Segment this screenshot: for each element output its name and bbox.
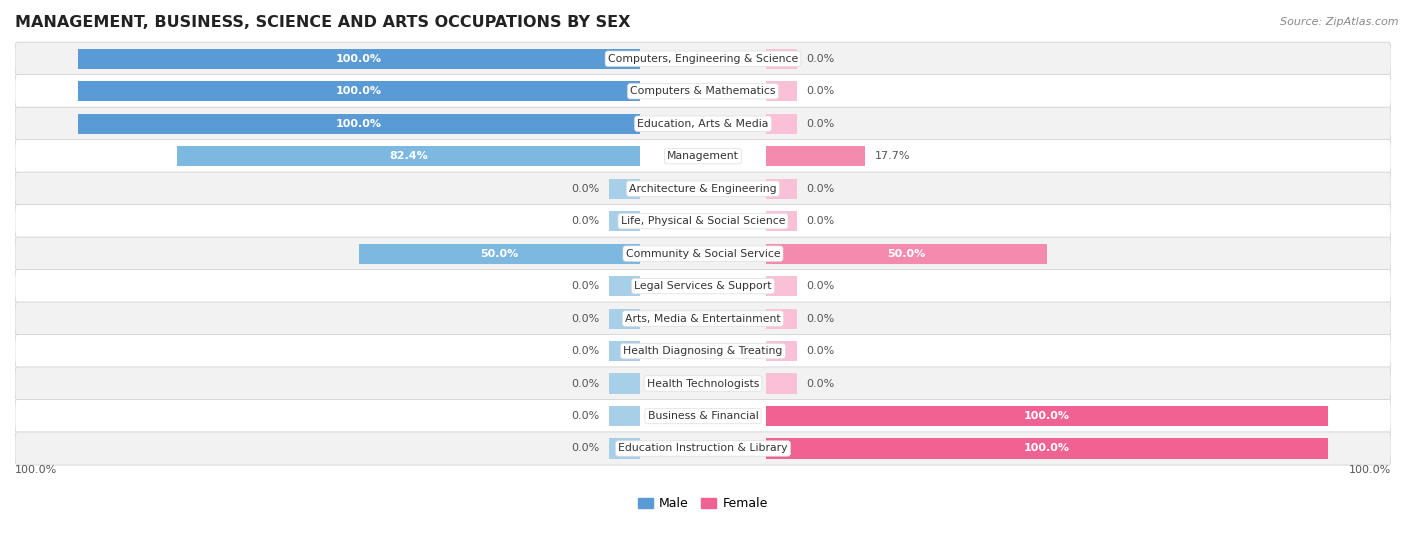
Bar (765, 81, 797, 101)
Text: 0.0%: 0.0% (806, 314, 834, 324)
Bar (765, 113, 797, 134)
FancyBboxPatch shape (15, 334, 1391, 368)
FancyBboxPatch shape (15, 432, 1391, 465)
Text: Community & Social Service: Community & Social Service (626, 249, 780, 259)
Text: 0.0%: 0.0% (806, 346, 834, 356)
FancyBboxPatch shape (15, 367, 1391, 400)
Text: MANAGEMENT, BUSINESS, SCIENCE AND ARTS OCCUPATIONS BY SEX: MANAGEMENT, BUSINESS, SCIENCE AND ARTS O… (15, 15, 630, 30)
Bar (765, 49, 797, 69)
Text: 0.0%: 0.0% (572, 411, 600, 421)
FancyBboxPatch shape (15, 172, 1391, 205)
Bar (609, 178, 641, 199)
Text: 0.0%: 0.0% (806, 378, 834, 389)
Text: Management: Management (666, 151, 740, 161)
Text: Health Diagnosing & Treating: Health Diagnosing & Treating (623, 346, 783, 356)
Bar (77, 49, 641, 69)
Text: 100.0%: 100.0% (1024, 443, 1070, 453)
Text: Computers & Mathematics: Computers & Mathematics (630, 86, 776, 96)
Bar (765, 406, 1329, 426)
Bar (609, 276, 641, 296)
Text: 100.0%: 100.0% (15, 466, 58, 475)
Bar (609, 438, 641, 458)
FancyBboxPatch shape (15, 302, 1391, 335)
Text: Education, Arts & Media: Education, Arts & Media (637, 119, 769, 129)
Legend: Male, Female: Male, Female (633, 492, 773, 515)
Text: 0.0%: 0.0% (572, 281, 600, 291)
FancyBboxPatch shape (15, 205, 1391, 238)
Text: Legal Services & Support: Legal Services & Support (634, 281, 772, 291)
Bar (765, 309, 797, 329)
Text: 0.0%: 0.0% (572, 443, 600, 453)
Bar (765, 244, 1047, 264)
Text: Source: ZipAtlas.com: Source: ZipAtlas.com (1281, 17, 1399, 27)
Text: 0.0%: 0.0% (806, 281, 834, 291)
Text: 0.0%: 0.0% (806, 216, 834, 226)
Text: 0.0%: 0.0% (806, 54, 834, 64)
FancyBboxPatch shape (15, 107, 1391, 140)
Bar (765, 178, 797, 199)
Text: 82.4%: 82.4% (389, 151, 427, 161)
Text: 100.0%: 100.0% (1024, 411, 1070, 421)
Text: 0.0%: 0.0% (806, 184, 834, 193)
Text: 0.0%: 0.0% (572, 346, 600, 356)
FancyBboxPatch shape (15, 237, 1391, 270)
Text: 0.0%: 0.0% (572, 184, 600, 193)
Text: 100.0%: 100.0% (336, 54, 382, 64)
Text: Health Technologists: Health Technologists (647, 378, 759, 389)
Text: 0.0%: 0.0% (572, 216, 600, 226)
Bar (765, 373, 797, 394)
Bar (609, 406, 641, 426)
Text: 50.0%: 50.0% (887, 249, 925, 259)
Text: 100.0%: 100.0% (336, 86, 382, 96)
FancyBboxPatch shape (15, 269, 1391, 302)
Bar (765, 146, 865, 166)
Text: 0.0%: 0.0% (806, 119, 834, 129)
Text: Life, Physical & Social Science: Life, Physical & Social Science (621, 216, 785, 226)
FancyBboxPatch shape (15, 400, 1391, 433)
Text: Computers, Engineering & Science: Computers, Engineering & Science (607, 54, 799, 64)
Text: 17.7%: 17.7% (875, 151, 910, 161)
Bar (177, 146, 641, 166)
Bar (77, 113, 641, 134)
Bar (765, 438, 1329, 458)
Text: 100.0%: 100.0% (1348, 466, 1391, 475)
Text: Arts, Media & Entertainment: Arts, Media & Entertainment (626, 314, 780, 324)
FancyBboxPatch shape (15, 75, 1391, 108)
Text: 0.0%: 0.0% (806, 86, 834, 96)
FancyBboxPatch shape (15, 42, 1391, 75)
Bar (359, 244, 641, 264)
Bar (609, 211, 641, 231)
Bar (609, 341, 641, 361)
Text: 0.0%: 0.0% (572, 378, 600, 389)
Bar (609, 373, 641, 394)
Bar (765, 341, 797, 361)
Text: Architecture & Engineering: Architecture & Engineering (630, 184, 776, 193)
Text: Education Instruction & Library: Education Instruction & Library (619, 443, 787, 453)
Bar (765, 276, 797, 296)
Text: 50.0%: 50.0% (481, 249, 519, 259)
Text: 100.0%: 100.0% (336, 119, 382, 129)
Bar (765, 211, 797, 231)
Text: Business & Financial: Business & Financial (648, 411, 758, 421)
Bar (609, 309, 641, 329)
Text: 0.0%: 0.0% (572, 314, 600, 324)
Bar (77, 81, 641, 101)
FancyBboxPatch shape (15, 140, 1391, 173)
